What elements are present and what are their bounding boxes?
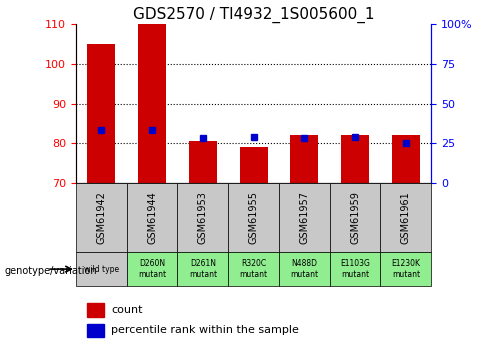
Title: GDS2570 / TI4932_1S005600_1: GDS2570 / TI4932_1S005600_1 [133, 7, 374, 23]
Bar [177, 252, 228, 286]
Bar [279, 183, 330, 252]
Text: D261N
mutant: D261N mutant [189, 259, 217, 279]
Bar [228, 183, 279, 252]
Bar [380, 252, 431, 286]
Text: R320C
mutant: R320C mutant [240, 259, 268, 279]
Bar [76, 252, 127, 286]
Text: GSM61942: GSM61942 [97, 191, 106, 244]
Bar [380, 183, 431, 252]
Bar [127, 252, 177, 286]
Text: GSM61953: GSM61953 [198, 191, 208, 244]
Text: GSM61959: GSM61959 [350, 191, 360, 244]
Bar [127, 183, 177, 252]
Bar [87, 44, 115, 183]
Text: GSM61957: GSM61957 [299, 191, 309, 244]
Bar [291, 135, 318, 183]
Bar [341, 135, 369, 183]
Bar [392, 135, 420, 183]
Bar [87, 304, 104, 317]
Text: genotype/variation: genotype/variation [5, 266, 98, 276]
Text: count: count [111, 305, 143, 315]
Text: wild type: wild type [84, 265, 119, 274]
Bar [330, 183, 380, 252]
Text: percentile rank within the sample: percentile rank within the sample [111, 325, 299, 335]
Bar [228, 252, 279, 286]
Bar [189, 141, 217, 183]
Text: N488D
mutant: N488D mutant [290, 259, 318, 279]
Bar [330, 252, 380, 286]
Bar [177, 183, 228, 252]
Text: E1230K
mutant: E1230K mutant [392, 259, 420, 279]
Bar [240, 147, 268, 183]
Bar [87, 324, 104, 337]
Text: D260N
mutant: D260N mutant [138, 259, 166, 279]
Bar [138, 24, 166, 183]
Bar [279, 252, 330, 286]
Text: GSM61944: GSM61944 [147, 191, 157, 244]
Text: GSM61955: GSM61955 [248, 191, 259, 244]
Text: GSM61961: GSM61961 [401, 191, 411, 244]
Bar [76, 183, 127, 252]
Text: E1103G
mutant: E1103G mutant [340, 259, 370, 279]
